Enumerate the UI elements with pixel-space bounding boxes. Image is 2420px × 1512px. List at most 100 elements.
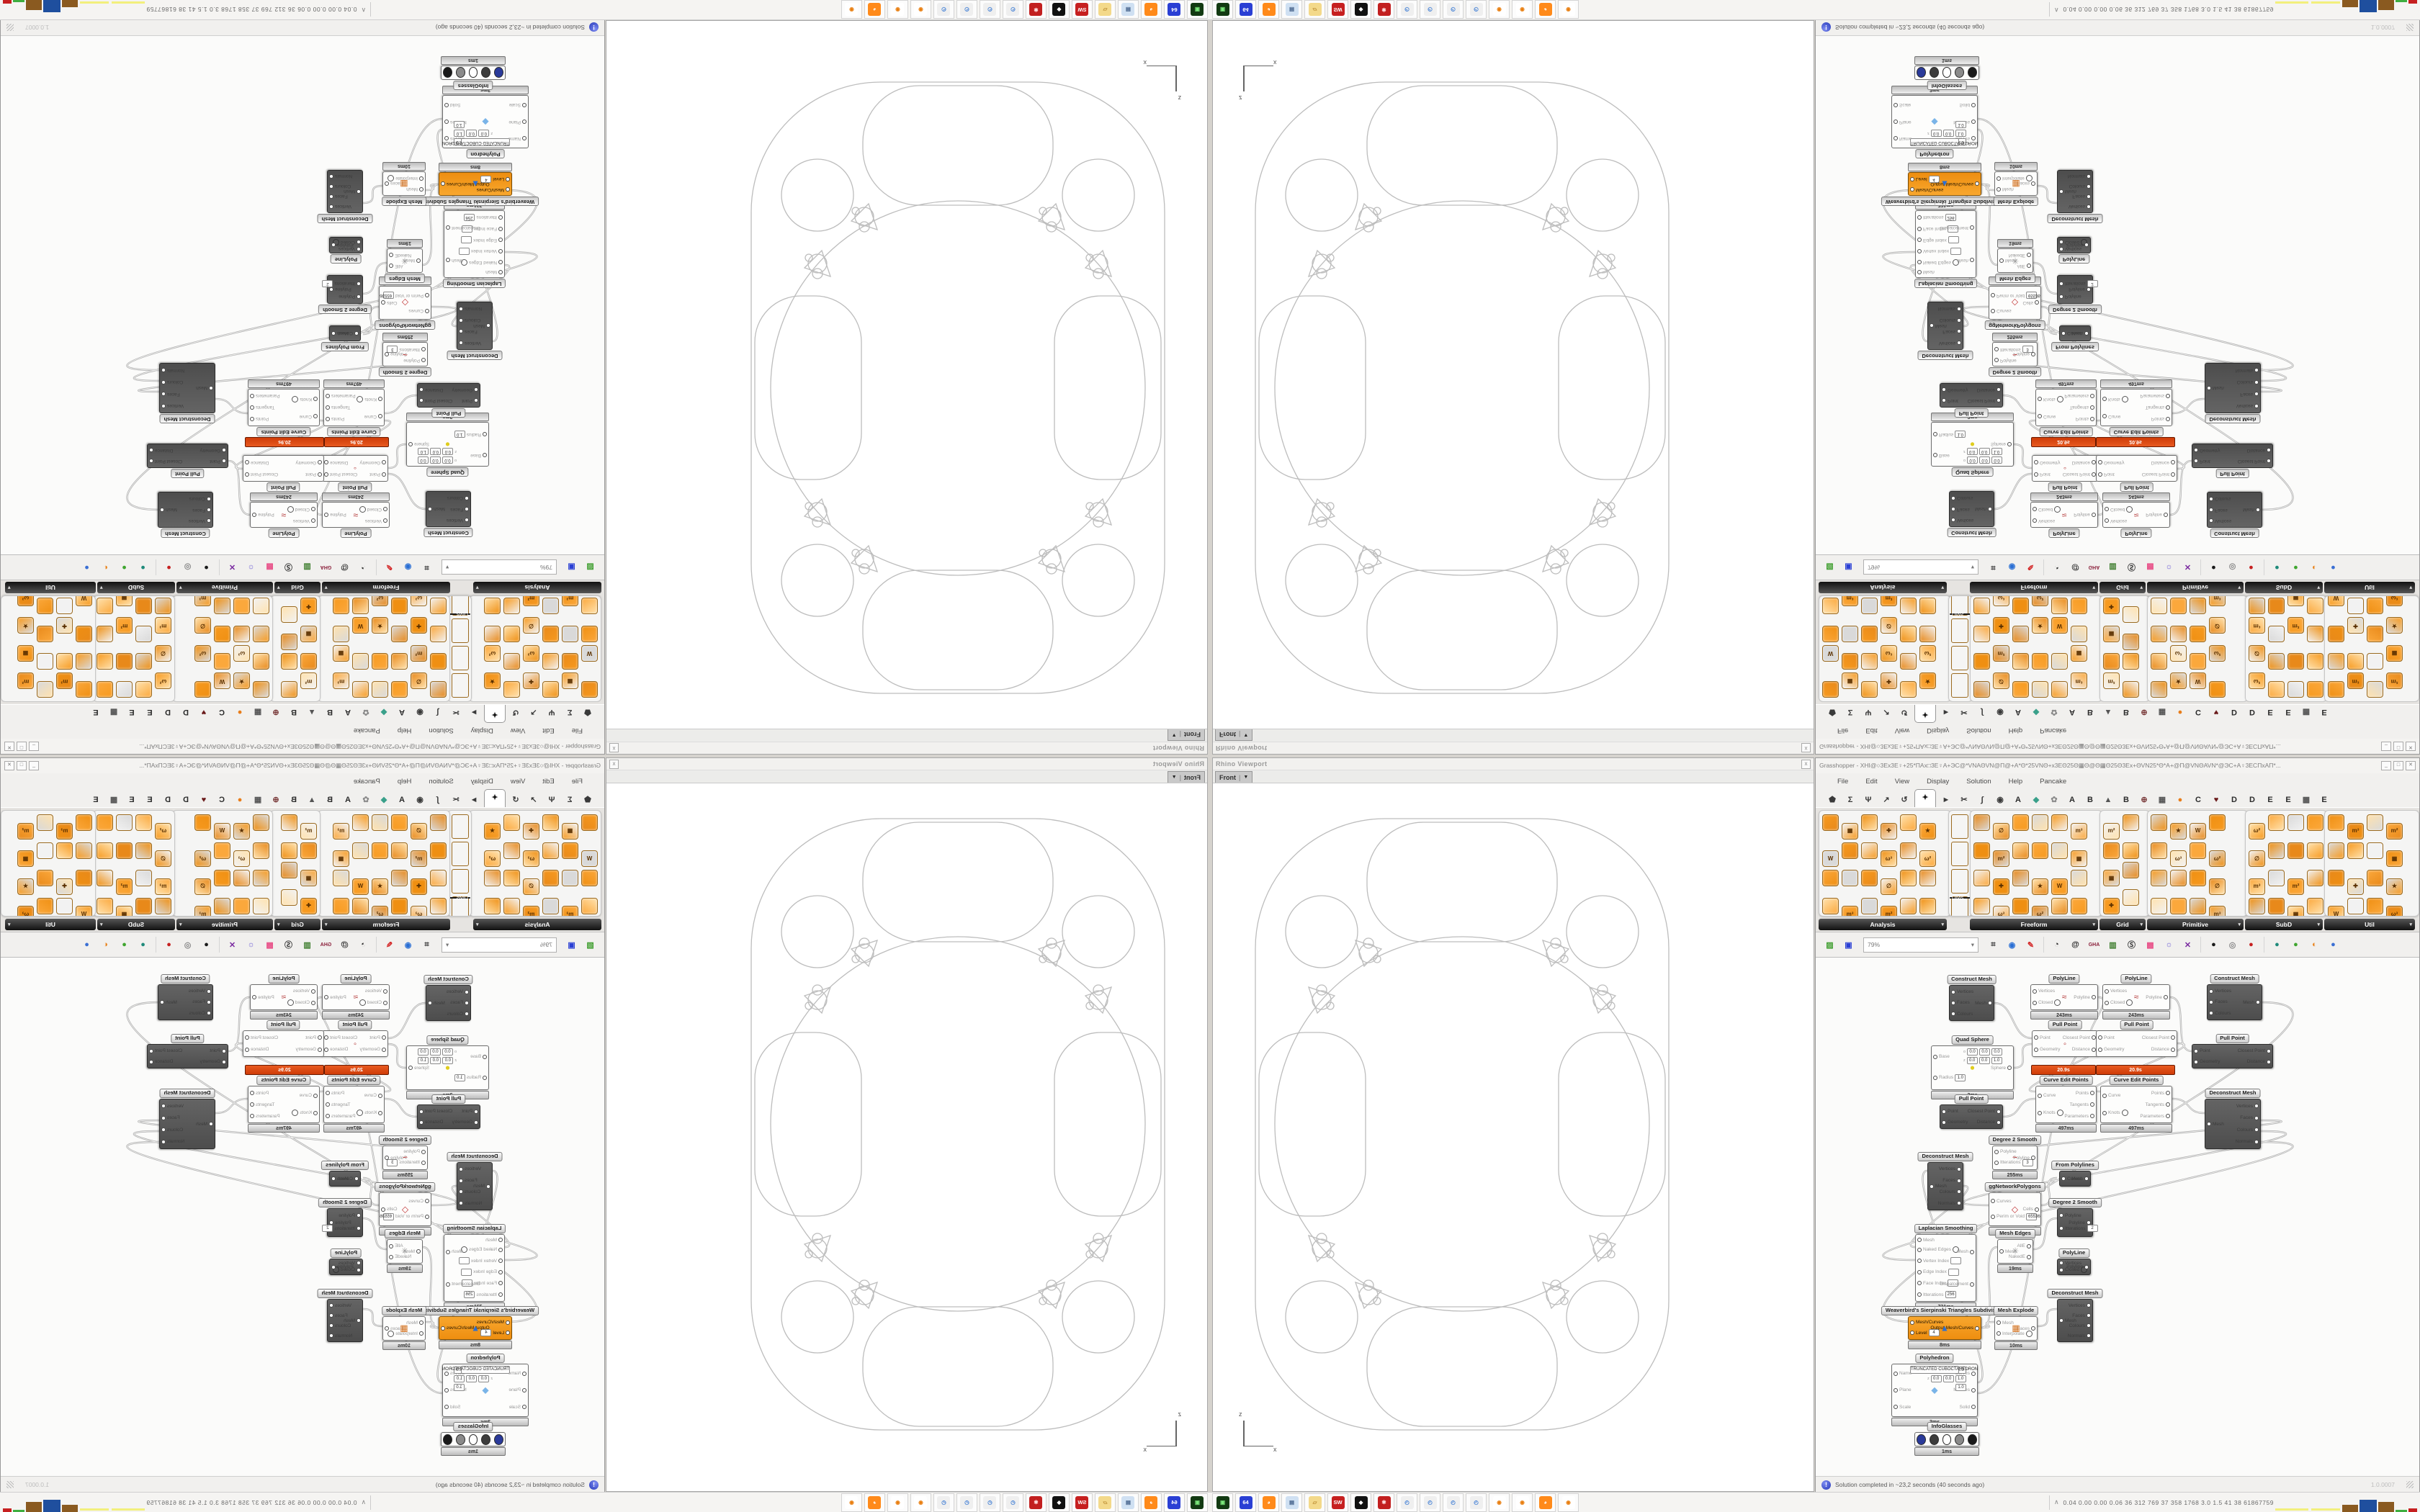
palette-component-icon[interactable] bbox=[1900, 598, 1917, 615]
input-port[interactable] bbox=[522, 120, 526, 125]
palette-component-icon[interactable]: ω³ bbox=[2386, 906, 2403, 916]
gh-component-deconstruct-mesh[interactable]: Deconstruct Mesh Mesh Vertices Faces Colours… bbox=[447, 302, 503, 360]
gh-component-quad-sphere[interactable]: Quad Sphere ● Base Radius 1.0 Sphere o 0.0 0.0 0.… bbox=[406, 1035, 489, 1099]
gh-component-degree-2-smooth[interactable]: Degree 2 Smooth ~ Polyline Itterations 3 Poly… bbox=[1988, 1135, 2042, 1179]
plane-value-box[interactable]: 0.0 bbox=[1930, 130, 1942, 137]
palette-component-icon[interactable]: ★ bbox=[17, 878, 34, 895]
output-port[interactable] bbox=[245, 472, 249, 477]
gh-component-pull-point[interactable]: Pull Point ◦ Point Geometry Closest Point Dis… bbox=[2032, 1020, 2098, 1057]
input-port[interactable] bbox=[1910, 187, 1914, 192]
output-port[interactable] bbox=[2027, 253, 2031, 258]
input-port[interactable] bbox=[1996, 176, 2001, 181]
output-port[interactable] bbox=[329, 174, 333, 179]
input-port[interactable] bbox=[425, 309, 429, 313]
palette-component-icon[interactable]: ∅ bbox=[523, 878, 539, 895]
close-icon[interactable]: ✕ bbox=[2406, 761, 2416, 770]
output-port[interactable] bbox=[444, 1371, 449, 1376]
gh-component-polyline[interactable]: PolyLine ≈ Vertices Closed Polyline 243ms bbox=[322, 492, 390, 538]
tab-plugin-c[interactable]: C bbox=[219, 796, 225, 804]
toggle-circle[interactable] bbox=[2126, 999, 2133, 1006]
palette-component-icon[interactable] bbox=[1861, 842, 1878, 859]
palette-component-icon[interactable]: m³ bbox=[2347, 672, 2364, 690]
gh-component-polyline[interactable]: PolyLine ≈ Vertices Closed Polyline 243ms bbox=[2102, 974, 2170, 1020]
input-port[interactable] bbox=[465, 518, 469, 523]
input-port[interactable] bbox=[421, 1160, 426, 1165]
gh-component-curve-edit-points[interactable]: Curve Edit Points Curve Knots Points Tangent… bbox=[248, 379, 320, 436]
output-port[interactable] bbox=[2084, 331, 2089, 336]
preview-wire-button[interactable]: ◎ bbox=[184, 940, 192, 950]
palette-component-icon[interactable] bbox=[214, 897, 230, 914]
input-port[interactable] bbox=[209, 1122, 213, 1126]
gh-component-mesh-edges[interactable]: Mesh Edges ✳ Mesh AllE NakedE 19ms bbox=[385, 239, 425, 283]
index-box[interactable] bbox=[1948, 1279, 1959, 1287]
input-port[interactable] bbox=[1930, 323, 1934, 328]
output-port[interactable] bbox=[1957, 1201, 1961, 1206]
palette-component-icon[interactable] bbox=[391, 870, 408, 886]
output-port[interactable] bbox=[2090, 417, 2094, 421]
preview-wire-button[interactable]: ◎ bbox=[2228, 562, 2236, 572]
taskbar-paint-palette-3[interactable]: ◴ bbox=[956, 1493, 977, 1512]
gh-component-polyline[interactable]: PolyLine Vertices Closed Polyline bbox=[329, 1248, 363, 1275]
tab-plugin-diamond[interactable]: ◆ bbox=[380, 708, 387, 716]
input-port[interactable] bbox=[2033, 989, 2037, 994]
palette-component-icon[interactable] bbox=[2347, 598, 2364, 615]
palette-panel-label-freeform[interactable]: Freeform ▾ bbox=[322, 919, 450, 930]
output-port[interactable] bbox=[1970, 1249, 1974, 1254]
palette-component-icon[interactable]: ▦ bbox=[116, 595, 133, 606]
palette-component-icon[interactable] bbox=[2367, 598, 2383, 615]
taskbar-paint-palette-1[interactable]: ◴ bbox=[1397, 0, 1417, 19]
palette-panel-label-freeform[interactable]: Freeform ▾ bbox=[1970, 582, 2098, 593]
palette-component-icon[interactable] bbox=[2307, 681, 2323, 698]
gha-button[interactable]: GHA bbox=[2088, 564, 2100, 570]
close-icon[interactable]: x bbox=[1801, 759, 1811, 769]
palette-component-icon[interactable]: ▦ bbox=[17, 645, 34, 662]
input-port[interactable] bbox=[2098, 1047, 2102, 1052]
taskbar-paint-palette-4[interactable]: ◴ bbox=[933, 1493, 954, 1512]
palette-component-icon[interactable] bbox=[253, 681, 269, 698]
tab-plugin-d1[interactable]: D bbox=[2231, 708, 2237, 716]
tab-intersect[interactable]: ✂ bbox=[1960, 708, 1968, 716]
palette-component-icon[interactable] bbox=[2249, 598, 2265, 615]
palette-component-icon[interactable]: ▦ bbox=[2287, 595, 2304, 606]
output-port[interactable] bbox=[459, 318, 463, 323]
palette-component-icon[interactable]: m³ bbox=[2209, 906, 2226, 916]
palette-component-icon[interactable] bbox=[333, 598, 349, 615]
palette-component-icon[interactable] bbox=[253, 870, 269, 886]
preview-off-button[interactable]: ● bbox=[2211, 940, 2216, 949]
divider-component-icon[interactable] bbox=[1951, 646, 1968, 670]
palette-component-icon[interactable] bbox=[2103, 653, 2120, 670]
bulb-button[interactable]: ☼ bbox=[2165, 940, 2173, 949]
plane-value-box[interactable]: 0.0 bbox=[466, 130, 478, 137]
tab-plugin-grid2[interactable]: ▩ bbox=[2302, 796, 2311, 804]
output-port[interactable] bbox=[149, 1059, 153, 1064]
input-port[interactable] bbox=[2059, 1213, 2063, 1218]
output-port[interactable] bbox=[2027, 264, 2031, 269]
palette-component-icon[interactable] bbox=[2051, 814, 2068, 831]
tab-plugin-e3[interactable]: E bbox=[93, 796, 99, 804]
taskbar-app-machine[interactable]: ▣ bbox=[1212, 0, 1233, 19]
maximize-icon[interactable]: □ bbox=[2393, 761, 2403, 770]
menu-item-help[interactable]: Help bbox=[397, 777, 412, 786]
input-port[interactable] bbox=[506, 187, 510, 192]
gh-component-construct-mesh[interactable]: Construct Mesh Vertices Faces Colours Mesh bbox=[2207, 974, 2262, 1020]
tab-sets[interactable]: Ψ bbox=[1865, 796, 1872, 804]
gh-component-pull-point[interactable]: Pull Point Point Geometry Closest Point Dist… bbox=[2096, 455, 2177, 492]
preview-custom-blue-button[interactable]: ● bbox=[2331, 940, 2336, 949]
open-button[interactable]: ▨ bbox=[1826, 940, 1834, 950]
gh-component-ggnetworkpolygons[interactable]: ggNetworkPolygons ◇ Curves Perim or Void 655… bbox=[1984, 276, 2045, 330]
palette-component-icon[interactable] bbox=[2190, 598, 2206, 615]
palette-component-icon[interactable] bbox=[2151, 842, 2167, 859]
menu-item-pancake[interactable]: Pancake bbox=[353, 726, 380, 735]
input-port[interactable] bbox=[1917, 1259, 1922, 1264]
preview-shaded-button[interactable]: ● bbox=[166, 940, 171, 949]
palette-component-icon[interactable] bbox=[37, 681, 53, 698]
plane-value-box[interactable]: 0.0 bbox=[1979, 1048, 1990, 1056]
chevron-down-icon[interactable]: ▼ bbox=[1171, 732, 1177, 737]
output-port[interactable] bbox=[2254, 392, 2259, 397]
palette-component-icon[interactable] bbox=[281, 653, 297, 670]
output-port[interactable] bbox=[245, 1035, 249, 1040]
palette-component-icon[interactable]: W bbox=[214, 672, 230, 690]
gh-component-polyline[interactable]: PolyLine ≈ Vertices Closed Polyline 243ms bbox=[250, 974, 318, 1020]
palette-component-icon[interactable]: ✚ bbox=[2103, 897, 2120, 914]
input-port[interactable] bbox=[2059, 281, 2063, 286]
